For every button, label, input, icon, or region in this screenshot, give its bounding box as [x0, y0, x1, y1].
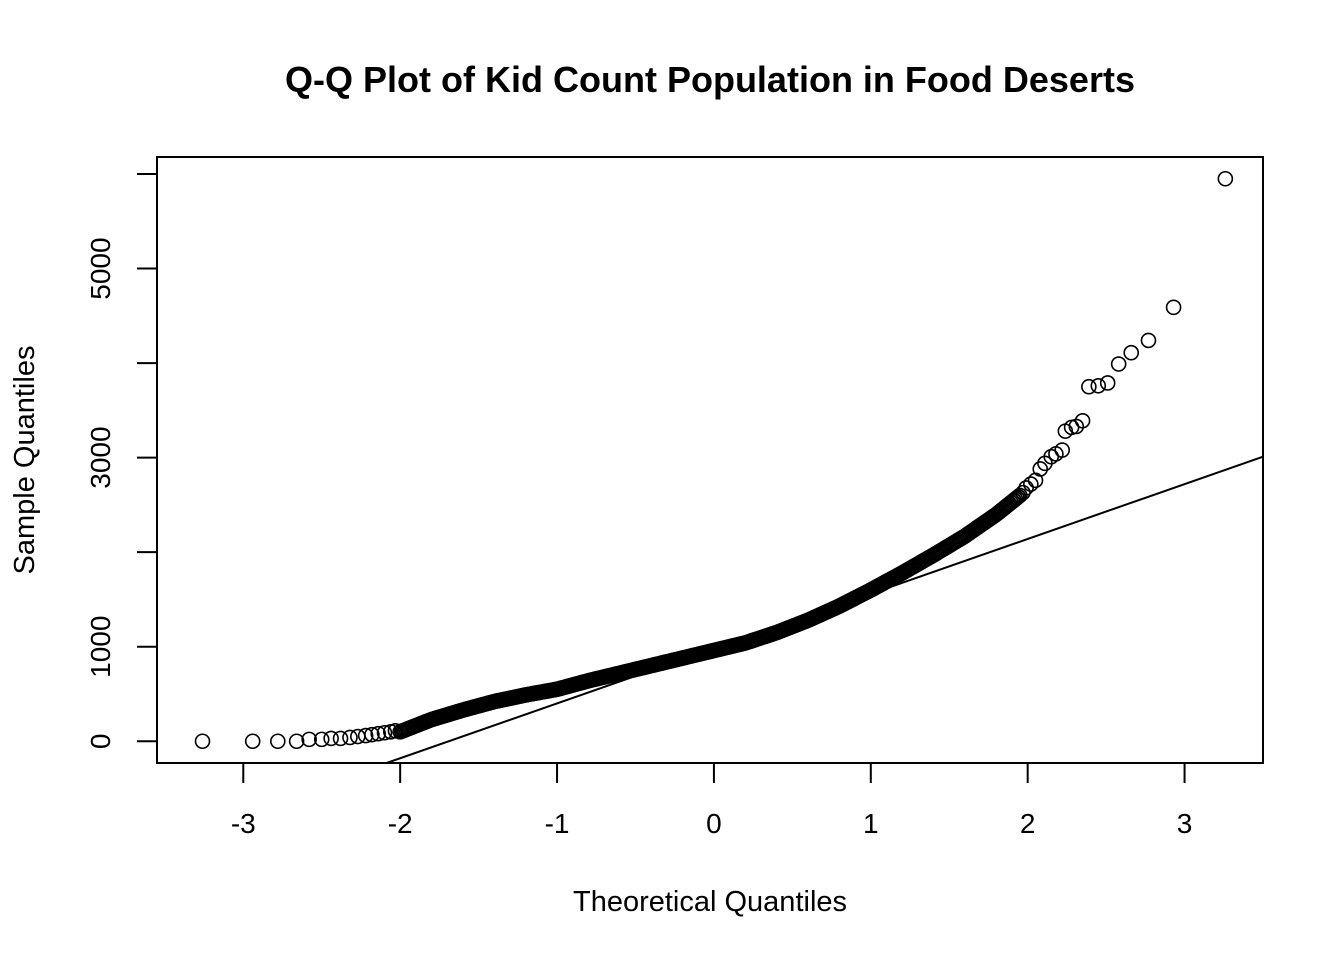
data-point — [313, 731, 330, 748]
data-point — [1015, 484, 1031, 501]
data-point — [194, 733, 211, 750]
data-point — [1099, 375, 1116, 391]
data-point — [1110, 356, 1127, 372]
data-point — [387, 723, 404, 739]
y-tick-label: 5000 — [85, 237, 116, 299]
data-point — [1123, 344, 1140, 361]
data-point — [1081, 378, 1097, 395]
x-tick-label: -3 — [231, 808, 256, 839]
data-point — [244, 733, 261, 750]
data-point — [1023, 476, 1039, 492]
x-tick-label: 2 — [1020, 808, 1036, 839]
y-tick-label: 0 — [85, 734, 116, 750]
data-point — [301, 731, 317, 748]
x-axis-label: Theoretical Quantiles — [573, 886, 847, 918]
data-point — [1054, 442, 1070, 458]
data-point — [269, 733, 286, 750]
data-point — [342, 729, 358, 746]
data-point — [1074, 412, 1091, 429]
y-tick-label: 1000 — [85, 616, 116, 678]
y-axis-label: Sample Quantiles — [9, 346, 41, 575]
x-tick-label: 0 — [706, 808, 722, 839]
data-point — [364, 726, 380, 743]
data-point — [1032, 461, 1049, 477]
x-tick-label: 1 — [863, 808, 879, 839]
y-axis: 0 1000 3000 5000 — [85, 173, 157, 750]
x-tick-label: -1 — [545, 808, 570, 839]
data-point — [370, 725, 387, 742]
x-axis: -3 -2 -1 0 1 2 3 — [231, 763, 1193, 839]
chart-title: Q-Q Plot of Kid Count Population in Food… — [285, 59, 1135, 100]
data-point — [332, 730, 349, 747]
x-tick-label: -2 — [388, 808, 413, 839]
data-point — [1010, 488, 1027, 505]
x-tick-label: 3 — [1177, 808, 1193, 839]
data-point — [1217, 170, 1234, 187]
y-tick-label: 3000 — [85, 426, 116, 488]
data-point — [1018, 480, 1034, 496]
data-point — [357, 727, 374, 744]
data-point — [323, 730, 339, 747]
reference-line-layer — [386, 455, 1264, 764]
qq-reference-line — [386, 455, 1264, 764]
data-point — [1090, 377, 1107, 394]
data-point — [376, 724, 393, 741]
data-point — [1165, 299, 1182, 316]
points-layer — [194, 170, 1234, 750]
data-point — [1140, 332, 1157, 349]
data-point — [288, 733, 305, 750]
plot-frame — [156, 156, 1264, 764]
